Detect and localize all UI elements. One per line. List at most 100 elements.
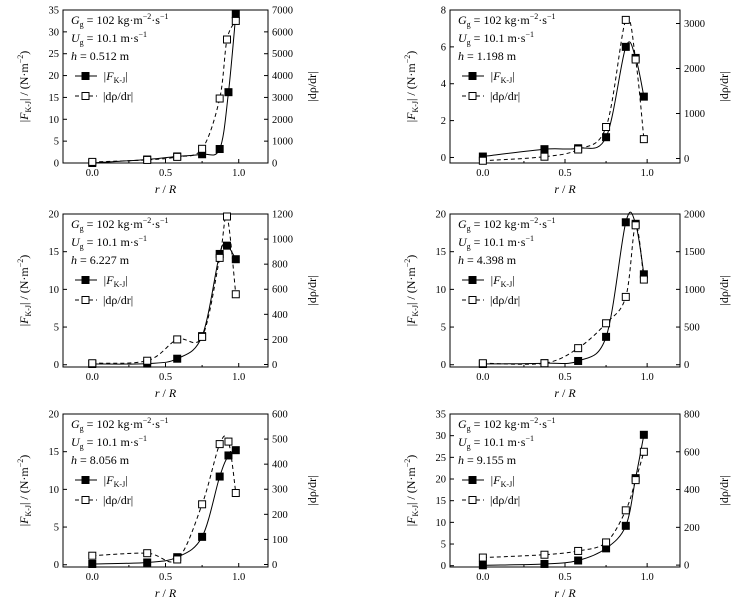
y-left-tick-label: 15 [436,496,447,507]
text-span: U [71,435,81,449]
data-point-drho [215,440,224,449]
y-right-tick-label: 300 [272,485,288,496]
legend-label-drho: |dρ/dr| [490,493,520,507]
data-point-fkj [215,145,224,154]
data-point-fkj [224,88,233,97]
x-tick-label: 0.0 [86,372,99,383]
y-left-axis-label: |FK-J| / (N·m−2) [403,255,420,327]
y-right-tick-label: 600 [684,447,700,458]
x-label-R: R [168,386,177,400]
text-span: = 102 kg·m [84,13,144,27]
text-span: |F [490,473,501,487]
y-right-tick-label: 0 [684,360,689,371]
y-label-unit: | / (N·m [17,63,31,101]
y-right-tick-label: 1000 [684,285,705,296]
data-point-drho [231,489,240,498]
y-left-tick-label: 35 [49,6,60,17]
y-right-tick-label: 200 [272,335,288,346]
text-span: U [71,31,81,45]
text-span: G [71,417,80,431]
data-point-fkj [88,559,97,568]
x-tick-label: 1.0 [232,168,245,179]
text-span: −1 [160,216,169,225]
y-label-close: ) [404,255,418,259]
y-label-unit: | / (N·m [17,267,31,305]
text-span: −1 [160,416,169,425]
y-right-tick-label: 1000 [272,137,293,148]
y-label-sub: K-J [24,505,33,517]
y-left-axis-label: |FK-J| / (N·m−2) [403,51,420,123]
text-span: K-J [501,76,513,85]
y-left-tick-label: 10 [49,115,60,126]
y-label-unit: | / (N·m [17,467,31,505]
data-point-drho [223,35,231,44]
y-right-tick-label: 1500 [684,247,705,258]
x-axis-label: r / R [155,182,177,196]
legend-marker-drho [468,296,477,304]
data-point-drho [478,156,487,165]
gg-annotation: Gg = 102 kg·m−2·s−1 [458,216,555,233]
y-right-axis-label: |dρ/dr| [305,275,319,305]
text-span: G [71,217,80,231]
text-span: −1 [525,234,534,243]
text-span: G [458,417,467,431]
x-label-r: r [155,182,160,196]
y-left-tick-label: 5 [441,323,446,334]
data-point-fkj [478,561,487,570]
legend-label-drho: |dρ/dr| [103,293,133,307]
y-label-bar: | [17,524,31,526]
text-span: −1 [160,12,169,21]
data-point-drho [231,290,240,299]
ug-annotation: Ug = 10.1 m·s−1 [458,434,534,451]
x-label-slash: / [559,182,568,196]
y-right-tick-label: 600 [272,285,288,296]
data-point-fkj [231,446,240,455]
y-right-tick-label: 0 [272,159,277,170]
x-tick-label: 0.0 [86,572,99,583]
y-left-tick-label: 10 [49,485,60,496]
text-span: = 10.1 m·s [471,435,526,449]
data-point-drho [143,549,152,558]
text-span: K-J [114,480,126,489]
y-label-F: F [404,516,418,525]
text-span: −2 [143,12,152,21]
legend-marker-drho [81,92,90,100]
text-span: |F [103,69,114,83]
y-right-tick-label: 800 [684,410,700,421]
text-span: h [71,49,77,63]
text-span: = 0.512 m [77,49,130,63]
y-right-tick-label: 500 [684,323,700,334]
y-right-tick-label: 200 [272,510,288,521]
y-right-tick-label: 100 [272,535,288,546]
y-left-tick-label: 20 [49,71,60,82]
x-label-slash: / [159,586,168,600]
text-span: −2 [143,416,152,425]
x-tick-label: 0.5 [558,168,571,179]
chart-panel-1: 0.0 0.5 1.0 0 5 10 15 20 25 30 35 0 1000 2000 3000 4000… [16,6,319,197]
legend-label-fkj: |FK-J| [490,273,515,289]
legend-label-drho: |dρ/dr| [103,493,133,507]
y-label-F: F [404,316,418,325]
data-point-drho [88,157,97,166]
text-span: h [71,253,77,267]
x-tick-label: 0.0 [476,372,489,383]
gg-annotation: Gg = 102 kg·m−2·s−1 [71,12,168,29]
y-right-tick-label: 5000 [272,49,293,60]
text-span: = 102 kg·m [471,13,531,27]
text-span: g [467,442,471,451]
data-point-drho [540,550,549,559]
x-label-slash: / [159,386,168,400]
y-right-tick-label: 2000 [684,64,705,75]
data-point-drho [602,319,611,328]
text-span: g [80,442,84,451]
ug-annotation: Ug = 10.1 m·s−1 [71,234,147,251]
data-point-fkj [621,218,630,227]
text-span: G [71,13,80,27]
text-span: U [458,31,468,45]
data-point-fkj [231,10,240,19]
legend-marker-fkj [468,476,477,484]
text-span: g [80,20,84,29]
text-span: h [71,453,77,467]
y-label-F: F [17,516,31,525]
data-point-drho [602,538,611,547]
